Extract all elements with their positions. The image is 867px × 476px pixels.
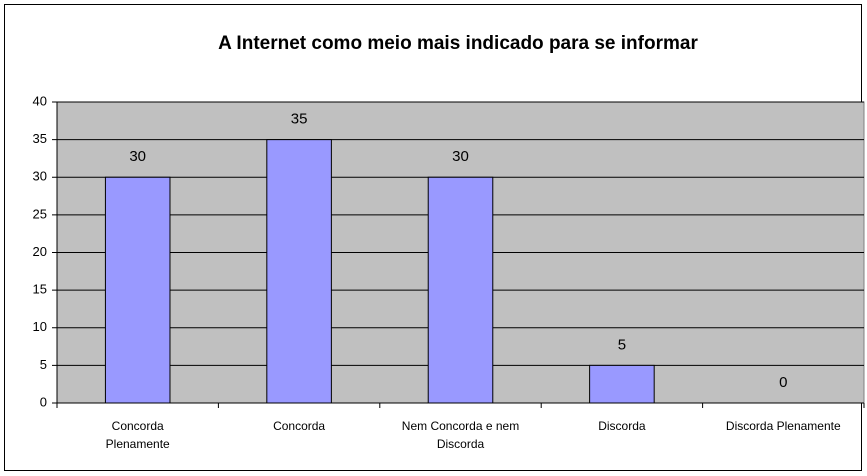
data-label: 30 xyxy=(129,148,146,165)
x-tick-label: Discorda Plenamente xyxy=(725,419,841,433)
data-label: 0 xyxy=(779,374,787,391)
bar xyxy=(427,176,494,404)
x-tick-label: Discorda xyxy=(598,419,646,433)
data-label: 30 xyxy=(452,148,469,165)
bar xyxy=(266,139,332,404)
y-tick-label: 0 xyxy=(40,394,47,409)
y-tick-label: 30 xyxy=(33,169,47,184)
chart-title: A Internet como meio mais indicado para … xyxy=(218,33,698,54)
x-tick-label: Nem Concorda e nem Discorda xyxy=(401,419,520,451)
bar xyxy=(589,364,655,404)
data-label: 5 xyxy=(618,336,626,353)
y-tick-label: 40 xyxy=(33,93,47,108)
y-tick-label: 10 xyxy=(33,319,47,334)
y-tick-label: 5 xyxy=(40,357,47,372)
y-tick-label: 15 xyxy=(33,282,47,297)
x-tick-label: Concorda xyxy=(273,419,326,433)
bar xyxy=(104,176,171,404)
y-tick-label: 20 xyxy=(33,244,47,259)
x-tick-label: Concorda Plenamente xyxy=(105,419,170,451)
y-tick-label: 35 xyxy=(33,131,47,146)
data-label: 35 xyxy=(291,111,308,128)
y-tick-label: 25 xyxy=(33,206,47,221)
